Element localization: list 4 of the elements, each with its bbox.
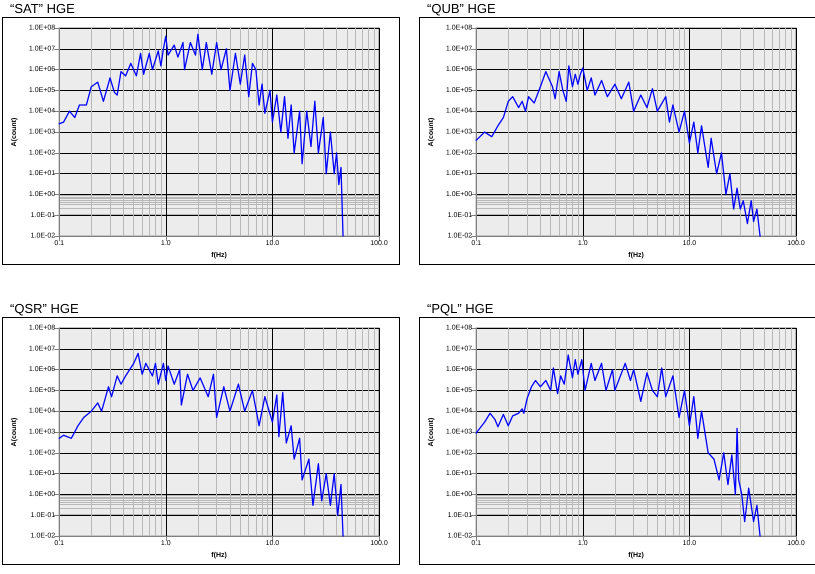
chart-title: “PQL” HGE <box>426 300 494 317</box>
chart-title: “QUB” HGE <box>426 0 497 17</box>
chart-title: “QSR” HGE <box>9 300 80 317</box>
chart-title: “SAT” HGE <box>9 0 76 17</box>
